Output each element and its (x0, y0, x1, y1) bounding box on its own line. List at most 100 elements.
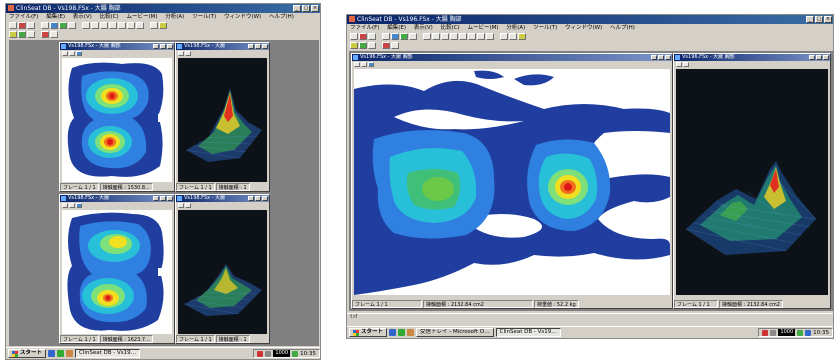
maximize-button[interactable] (160, 44, 166, 49)
close-button[interactable] (167, 196, 173, 201)
menu-view[interactable]: 表示(V) (72, 14, 92, 20)
speed-icon[interactable] (486, 33, 494, 40)
tilt-icon[interactable] (185, 51, 191, 56)
rotate-icon[interactable] (676, 62, 682, 67)
close-button[interactable] (665, 55, 671, 60)
menu-compare[interactable]: 比較(C) (99, 14, 119, 20)
menu-movie[interactable]: ムービー(M) (467, 25, 499, 31)
zoom-icon[interactable] (50, 31, 58, 38)
outlook-icon[interactable] (407, 329, 415, 336)
menu-view[interactable]: 表示(V) (413, 25, 433, 31)
pressure-3d-window-top[interactable]: Vs198.FSx - 大腸 フレーム 1 / 1 接触面積 : 1 (175, 42, 270, 192)
ie-icon[interactable] (389, 329, 397, 336)
seat-icon[interactable] (359, 42, 367, 49)
pressure-map-3d[interactable] (178, 210, 267, 334)
stop-icon[interactable] (109, 22, 117, 29)
maximize-button[interactable] (160, 196, 166, 201)
save-icon[interactable] (27, 22, 35, 29)
seat-icon[interactable] (18, 31, 26, 38)
calibrate-icon[interactable] (368, 42, 376, 49)
grid-icon[interactable] (68, 22, 76, 29)
menu-movie[interactable]: ムービー(M) (126, 14, 158, 20)
close-button[interactable]: × (824, 16, 832, 23)
minimize-button[interactable] (651, 55, 657, 60)
calibrate-icon[interactable] (27, 31, 35, 38)
zoom-icon[interactable] (391, 42, 399, 49)
help-icon[interactable] (159, 22, 167, 29)
zoom-in-icon[interactable] (62, 51, 68, 56)
ime-indicator[interactable]: 1000 (778, 329, 796, 336)
pressure-3d-window-bottom[interactable]: Vs198.FSx - 大腸 フレーム 1 / 1 接触面積 : 1 (175, 194, 270, 344)
close-button[interactable] (167, 44, 173, 49)
menu-edit[interactable]: 編集(E) (387, 25, 406, 31)
desktop-icon[interactable] (398, 329, 406, 336)
minimize-button[interactable] (248, 44, 254, 49)
help-tray-icon[interactable] (805, 329, 812, 336)
zoom-in-icon[interactable] (354, 62, 360, 67)
taskbar-item-clinseat[interactable]: ClinSeat DB - Vs19… (75, 349, 141, 358)
color-scale-icon[interactable] (76, 203, 82, 208)
pressure-2d-window-bottom[interactable]: Vs198.FSx - 大腸 フレーム 1 / 1 (59, 194, 175, 344)
pressure-2d-window[interactable]: Vs196.FSx - 大腸 胸部 (351, 53, 673, 309)
pressure-map-3d[interactable] (676, 69, 828, 295)
minimize-button[interactable] (809, 55, 815, 60)
close-button[interactable]: × (311, 5, 319, 12)
start-button[interactable]: スタート (349, 328, 388, 337)
close-button[interactable] (262, 196, 268, 201)
view-3d-icon[interactable] (59, 22, 67, 29)
pressure-map-3d[interactable] (178, 58, 267, 182)
palette-icon[interactable] (382, 42, 390, 49)
menu-tools[interactable]: ツール(T) (533, 25, 558, 31)
outlook-icon[interactable] (66, 350, 74, 357)
rotate-icon[interactable] (178, 51, 184, 56)
volume-icon[interactable] (292, 350, 299, 357)
minimize-button[interactable] (153, 44, 159, 49)
first-frame-icon[interactable] (82, 22, 90, 29)
taskbar-item-clinseat[interactable]: ClinSeat DB - Vs19… (495, 328, 561, 337)
zoom-out-icon[interactable] (69, 203, 75, 208)
view-2d-icon[interactable] (50, 22, 58, 29)
menu-help[interactable]: ヘルプ(H) (268, 14, 294, 20)
next-frame-icon[interactable] (459, 33, 467, 40)
record-icon[interactable] (18, 22, 26, 29)
help-icon[interactable] (518, 33, 526, 40)
last-frame-icon[interactable] (468, 33, 476, 40)
pressure-2d-window-top[interactable]: Vs198.FSx - 大腸 胸部 (59, 42, 175, 192)
open-file-icon[interactable] (350, 33, 358, 40)
pressure-map-2d[interactable] (62, 58, 172, 182)
network-icon[interactable] (265, 350, 272, 357)
first-frame-icon[interactable] (423, 33, 431, 40)
print-icon[interactable] (382, 33, 390, 40)
menu-file[interactable]: ファイル(F) (9, 14, 39, 20)
antivirus-icon[interactable] (762, 329, 769, 336)
menu-window[interactable]: ウィンドウ(W) (223, 14, 262, 20)
close-button[interactable] (262, 44, 268, 49)
minimize-button[interactable]: _ (806, 16, 814, 23)
color-scale-icon[interactable] (368, 62, 374, 67)
prev-frame-icon[interactable] (432, 33, 440, 40)
desktop-icon[interactable] (57, 350, 65, 357)
menu-window[interactable]: ウィンドウ(W) (564, 25, 603, 31)
tile-icon[interactable] (150, 22, 158, 29)
zoom-out-icon[interactable] (69, 51, 75, 56)
play-icon[interactable] (441, 33, 449, 40)
grid-icon[interactable] (409, 33, 417, 40)
palette-icon[interactable] (41, 31, 49, 38)
ime-indicator[interactable]: 1000 (273, 350, 291, 357)
next-frame-icon[interactable] (118, 22, 126, 29)
prev-frame-icon[interactable] (91, 22, 99, 29)
close-button[interactable] (823, 55, 829, 60)
maximize-button[interactable] (255, 196, 261, 201)
loop-icon[interactable] (477, 33, 485, 40)
play-icon[interactable] (100, 22, 108, 29)
pressure-map-2d[interactable] (354, 69, 670, 295)
rotate-icon[interactable] (178, 203, 184, 208)
pressure-3d-window[interactable]: Vs196.FSx - 大腸 胸部 フレーム 1 / 1 接触面積 : 2132.… (673, 53, 831, 309)
color-scale-icon[interactable] (76, 51, 82, 56)
tile-icon[interactable] (500, 33, 508, 40)
record-icon[interactable] (359, 33, 367, 40)
maximize-button[interactable] (255, 44, 261, 49)
last-frame-icon[interactable] (127, 22, 135, 29)
minimize-button[interactable]: _ (293, 5, 301, 12)
menu-edit[interactable]: 編集(E) (46, 14, 65, 20)
